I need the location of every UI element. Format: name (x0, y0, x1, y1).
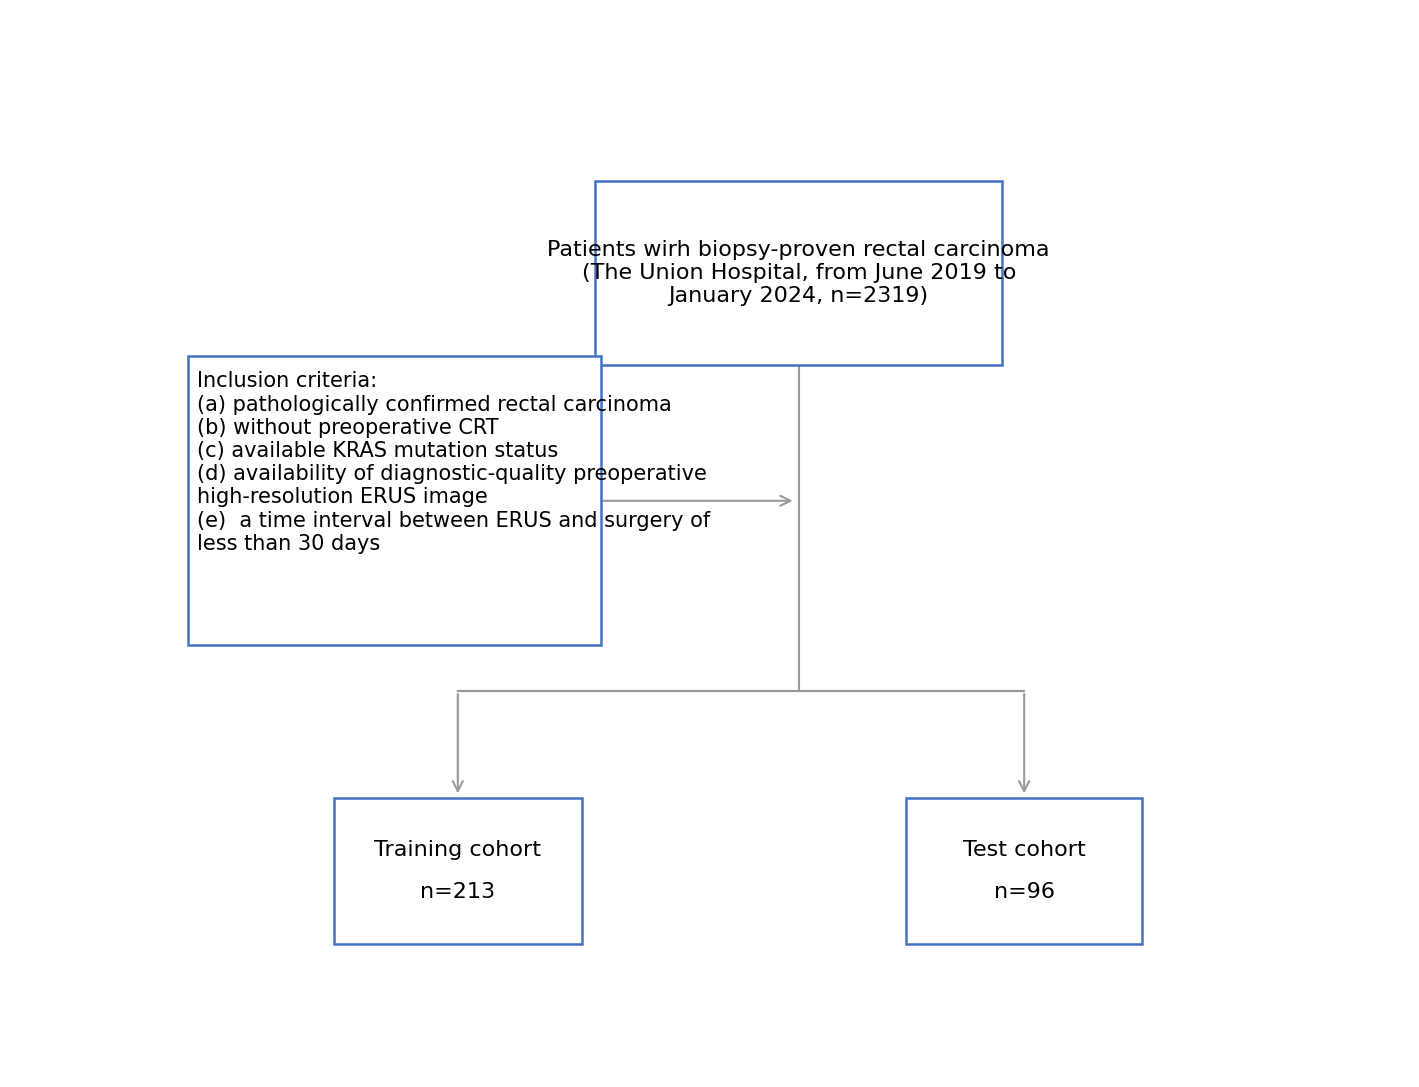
Text: Training cohort: Training cohort (375, 840, 541, 860)
Bar (596, 180, 1002, 365)
Text: n=96: n=96 (993, 883, 1054, 902)
Text: Patients wirh biopsy-proven rectal carcinoma
(The Union Hospital, from June 2019: Patients wirh biopsy-proven rectal carci… (548, 239, 1050, 305)
Bar (189, 357, 600, 646)
Text: Test cohort: Test cohort (962, 840, 1086, 860)
Text: n=213: n=213 (420, 883, 495, 902)
Text: Inclusion criteria:
(a) pathologically confirmed rectal carcinoma
(b) without pr: Inclusion criteria: (a) pathologically c… (197, 372, 711, 554)
Bar (905, 798, 1142, 945)
Bar (333, 798, 582, 945)
